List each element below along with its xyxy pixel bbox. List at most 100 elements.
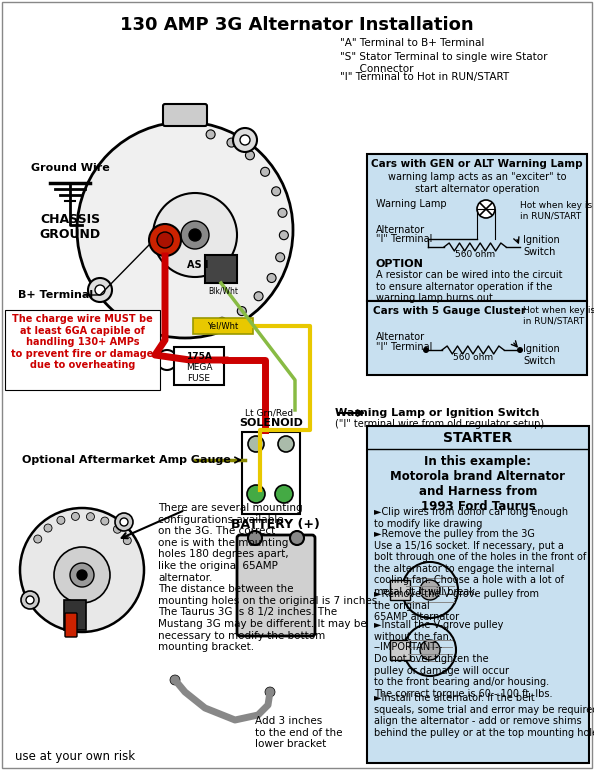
FancyBboxPatch shape [163, 104, 207, 126]
Text: ("I" terminal wire from old regulator setup): ("I" terminal wire from old regulator se… [335, 419, 544, 429]
Bar [390, 640, 410, 660]
Circle shape [21, 591, 39, 609]
Text: OPTION: OPTION [376, 259, 424, 269]
Text: "A" Terminal to B+ Terminal: "A" Terminal to B+ Terminal [340, 38, 484, 48]
Circle shape [95, 285, 105, 295]
Bar [193, 318, 253, 334]
Text: Warning Lamp or Ignition Switch: Warning Lamp or Ignition Switch [335, 408, 539, 418]
FancyBboxPatch shape [367, 301, 587, 375]
Text: "I" Terminal to Hot in RUN/START: "I" Terminal to Hot in RUN/START [340, 72, 509, 82]
Text: CHASSIS
GROUND: CHASSIS GROUND [39, 213, 100, 241]
Circle shape [101, 517, 109, 525]
Text: B+ Terminal: B+ Terminal [18, 290, 93, 300]
Text: Ground Wire: Ground Wire [31, 163, 109, 173]
Circle shape [267, 273, 276, 283]
Circle shape [254, 292, 263, 301]
Circle shape [87, 513, 94, 521]
Text: Alternator: Alternator [376, 332, 425, 342]
Circle shape [217, 317, 226, 326]
Circle shape [276, 253, 285, 262]
Circle shape [115, 513, 133, 531]
Bar [64, 600, 86, 630]
Text: There are several mounting
configurations available
on the 3G. The correct
one i: There are several mounting configuration… [158, 503, 381, 652]
FancyBboxPatch shape [367, 154, 587, 301]
Circle shape [57, 517, 65, 524]
Text: Lt Grn/Red: Lt Grn/Red [245, 408, 293, 417]
Circle shape [189, 229, 201, 241]
Circle shape [153, 193, 237, 277]
Text: Add 3 inches
to the end of the
lower bracket: Add 3 inches to the end of the lower bra… [255, 716, 343, 749]
Circle shape [181, 221, 209, 249]
FancyBboxPatch shape [367, 426, 589, 763]
Circle shape [279, 231, 288, 239]
Circle shape [71, 512, 80, 521]
Circle shape [54, 547, 110, 603]
Text: MEGA: MEGA [186, 363, 212, 372]
Text: 175A: 175A [186, 352, 212, 361]
Text: Cars with 5 Gauge Cluster: Cars with 5 Gauge Cluster [373, 306, 526, 316]
Text: FUSE: FUSE [188, 374, 210, 383]
Circle shape [265, 687, 275, 697]
Circle shape [20, 508, 144, 632]
Text: ►Clip wires from donor car long enough
to modify like drawing: ►Clip wires from donor car long enough t… [374, 507, 568, 528]
Text: The charge wire MUST be
at least 6GA capible of
handling 130+ AMPs
to prevent fi: The charge wire MUST be at least 6GA cap… [11, 314, 154, 370]
Text: Alternator: Alternator [376, 225, 425, 235]
Circle shape [248, 531, 262, 545]
Text: Ignition
Switch: Ignition Switch [523, 235, 560, 256]
Text: Warning Lamp: Warning Lamp [376, 199, 447, 209]
Circle shape [120, 518, 128, 526]
Circle shape [34, 535, 42, 543]
Circle shape [423, 347, 429, 353]
Text: ►Remove the pulley from the 3G
Use a 15/16 socket. If necessary, put a
bolt thro: ►Remove the pulley from the 3G Use a 15/… [374, 529, 586, 597]
Circle shape [26, 596, 34, 604]
Text: "I" Terminal: "I" Terminal [376, 234, 432, 244]
Circle shape [477, 200, 495, 218]
Circle shape [233, 128, 257, 152]
Bar [390, 580, 410, 600]
Circle shape [261, 167, 270, 176]
Text: Optional Aftermarket Amp Gauge: Optional Aftermarket Amp Gauge [22, 455, 230, 465]
Text: Cars with GEN or ALT Warning Lamp: Cars with GEN or ALT Warning Lamp [371, 159, 583, 169]
Text: 560 ohm: 560 ohm [453, 353, 493, 362]
Text: STARTER: STARTER [443, 431, 513, 445]
Text: "S" Stator Terminal to single wire Stator
      Connector: "S" Stator Terminal to single wire Stato… [340, 52, 548, 74]
Bar [205, 255, 237, 283]
Text: ►Install the V-grove pulley
without the fan.: ►Install the V-grove pulley without the … [374, 621, 503, 642]
Circle shape [420, 580, 440, 600]
Text: BATTERY (+): BATTERY (+) [230, 518, 320, 531]
Circle shape [206, 130, 215, 139]
Circle shape [113, 525, 121, 534]
FancyBboxPatch shape [237, 535, 315, 636]
Text: A resistor can be wired into the circuit
to ensure alternator operation if the
w: A resistor can be wired into the circuit… [376, 270, 563, 303]
Bar [242, 432, 300, 514]
Text: AS I: AS I [187, 260, 208, 270]
Circle shape [70, 563, 94, 587]
Circle shape [157, 350, 177, 370]
Circle shape [88, 278, 112, 302]
Circle shape [248, 436, 264, 452]
Circle shape [196, 323, 205, 333]
Circle shape [278, 209, 287, 217]
Text: 130 AMP 3G Alternator Installation: 130 AMP 3G Alternator Installation [120, 16, 474, 34]
Text: Yel/Wht: Yel/Wht [207, 322, 239, 330]
Circle shape [77, 122, 293, 338]
Text: "I" Terminal: "I" Terminal [376, 342, 432, 352]
Text: Ignition
Switch: Ignition Switch [523, 344, 560, 366]
Text: Hot when key is
in RUN/START: Hot when key is in RUN/START [520, 201, 592, 220]
Circle shape [420, 640, 440, 660]
Circle shape [157, 232, 173, 248]
FancyBboxPatch shape [65, 613, 77, 637]
Circle shape [271, 187, 280, 196]
Circle shape [237, 306, 247, 316]
Text: Hot when key is
in RUN/START: Hot when key is in RUN/START [523, 306, 594, 326]
Text: In this example:
Motorola brand Alternator
and Harness from
1993 Ford Taurus: In this example: Motorola brand Alternat… [390, 455, 565, 513]
Circle shape [245, 151, 254, 160]
Circle shape [275, 485, 293, 503]
Circle shape [170, 675, 180, 685]
Circle shape [124, 537, 131, 544]
Circle shape [278, 436, 294, 452]
Text: Blk/Wht: Blk/Wht [208, 287, 238, 296]
Circle shape [290, 531, 304, 545]
FancyBboxPatch shape [174, 347, 224, 385]
Text: SOLENOID: SOLENOID [239, 418, 303, 428]
